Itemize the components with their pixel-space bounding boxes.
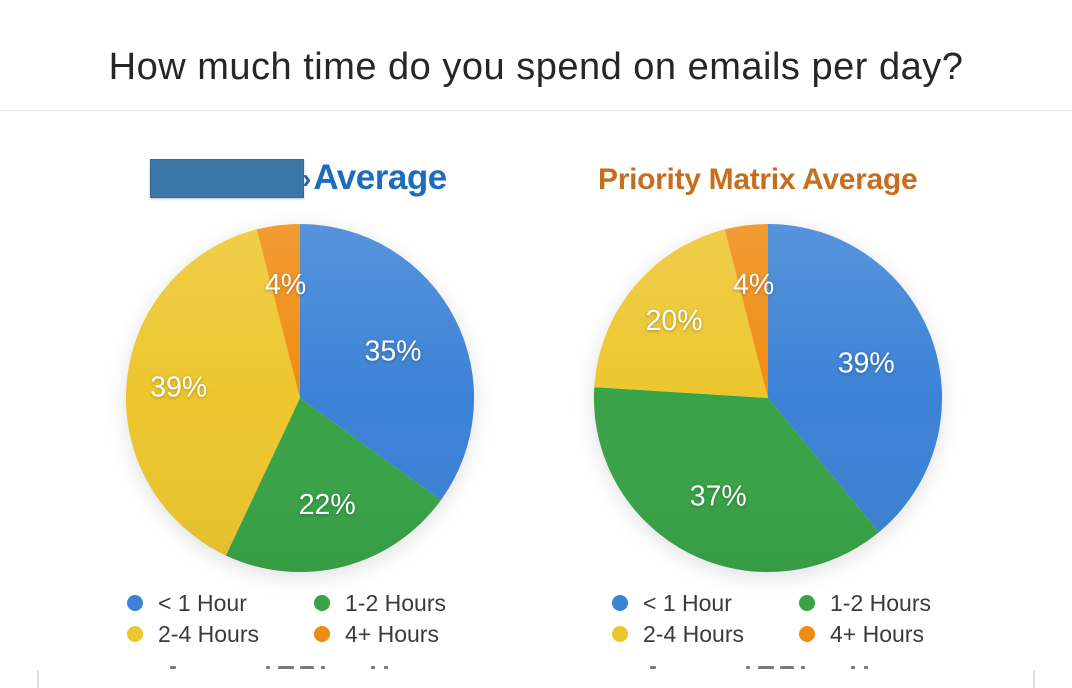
cropped-text-fragment [851, 666, 855, 669]
legend-item: 2-4 Hours [127, 619, 314, 649]
legend-dot-icon [799, 595, 815, 611]
cropped-text-fragment [758, 666, 774, 669]
cropped-text-fragment [864, 666, 868, 669]
legend-item: 4+ Hours [799, 619, 931, 649]
pie-slice-label: 22% [299, 489, 356, 521]
legend-dot-icon [612, 626, 628, 642]
cropped-text-fragment [371, 666, 375, 669]
pie-slice-label: 39% [150, 371, 207, 403]
legend-item: 1-2 Hours [314, 588, 446, 618]
title-divider [0, 110, 1072, 111]
left-chart-title: Average [313, 158, 447, 197]
cropped-text-fragment [746, 666, 750, 669]
frame-edge-line [37, 670, 39, 688]
legend-left: < 1 Hour 1-2 Hours 2-4 Hours 4+ Hours [127, 588, 446, 649]
left-chart-header: › Average [150, 156, 447, 200]
legend-label: 1-2 Hours [345, 589, 446, 616]
frame-edge-line [1033, 670, 1035, 688]
legend-label: 4+ Hours [345, 620, 439, 647]
pie-slice-label: 4% [733, 269, 774, 301]
cropped-text-fragment [278, 666, 294, 669]
legend-dot-icon [799, 626, 815, 642]
pie-slice-label: 37% [690, 481, 747, 513]
cropped-text-fragment [780, 666, 794, 669]
legend-dot-icon [314, 595, 330, 611]
legend-dot-icon [612, 595, 628, 611]
legend-label: < 1 Hour [158, 589, 247, 616]
cropped-text-fragment [300, 666, 314, 669]
legend-dot-icon [127, 595, 143, 611]
cropped-text-fragment [266, 666, 270, 669]
legend-item: 4+ Hours [314, 619, 446, 649]
cropped-text-fragment [170, 666, 176, 669]
legend-label: 4+ Hours [830, 620, 924, 647]
legend-item: < 1 Hour [612, 588, 799, 618]
legend-dot-icon [314, 626, 330, 642]
cropped-text-fragment [801, 666, 805, 669]
right-chart-title: Priority Matrix Average [598, 163, 918, 196]
pie-chart-right: 39% 37% 20% 4% [593, 223, 943, 573]
legend-item: 2-4 Hours [612, 619, 799, 649]
cropped-text-fragment [384, 666, 388, 669]
cropped-text-fragment [321, 666, 325, 669]
page-title: How much time do you spend on emails per… [108, 46, 964, 88]
pie-slice-label: 35% [364, 335, 421, 367]
pie-slice-label: 39% [838, 347, 895, 379]
legend-label: 2-4 Hours [158, 620, 259, 647]
redaction-rectangle [150, 158, 304, 198]
pie-chart-left: 35% 22% 39% 4% [125, 223, 475, 573]
legend-label: < 1 Hour [643, 589, 732, 616]
pie-slice-label: 20% [646, 305, 703, 337]
cropped-text-fragment [650, 666, 656, 669]
legend-label: 2-4 Hours [643, 620, 744, 647]
legend-right: < 1 Hour 1-2 Hours 2-4 Hours 4+ Hours [612, 588, 931, 649]
redacted-text-fragment: › [302, 162, 312, 194]
pie-slice-label: 4% [265, 269, 306, 301]
pie-sheen-overlay [125, 223, 475, 573]
legend-item: 1-2 Hours [799, 588, 931, 618]
legend-item: < 1 Hour [127, 588, 314, 618]
pie-sheen-overlay [593, 223, 943, 573]
right-chart-header: Priority Matrix Average [598, 160, 918, 200]
legend-dot-icon [127, 626, 143, 642]
legend-label: 1-2 Hours [830, 589, 931, 616]
